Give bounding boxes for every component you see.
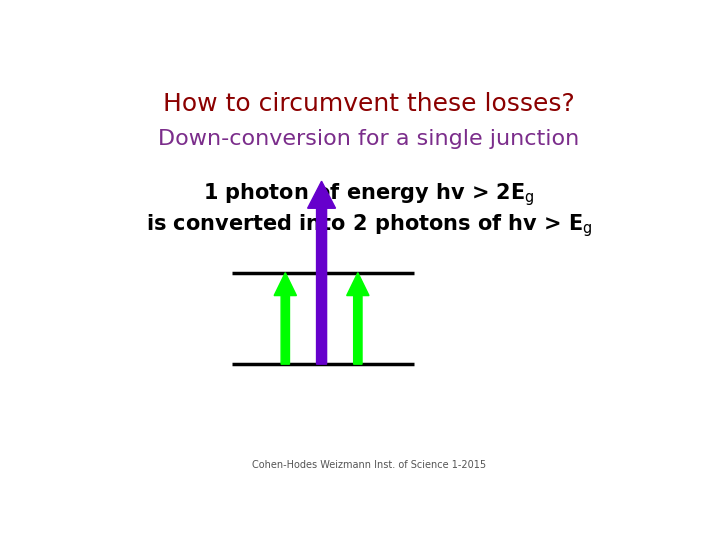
Text: Cohen-Hodes Weizmann Inst. of Science 1-2015: Cohen-Hodes Weizmann Inst. of Science 1-… (252, 460, 486, 470)
FancyArrow shape (274, 273, 297, 364)
Text: Down-conversion for a single junction: Down-conversion for a single junction (158, 129, 580, 149)
Text: is converted into 2 photons of hv > E$_\mathrm{g}$: is converted into 2 photons of hv > E$_\… (145, 212, 593, 239)
FancyArrow shape (347, 273, 369, 364)
Text: 1 photon of energy hv > 2E$_\mathrm{g}$: 1 photon of energy hv > 2E$_\mathrm{g}$ (203, 181, 535, 208)
FancyArrow shape (307, 181, 336, 364)
Text: How to circumvent these losses?: How to circumvent these losses? (163, 92, 575, 116)
